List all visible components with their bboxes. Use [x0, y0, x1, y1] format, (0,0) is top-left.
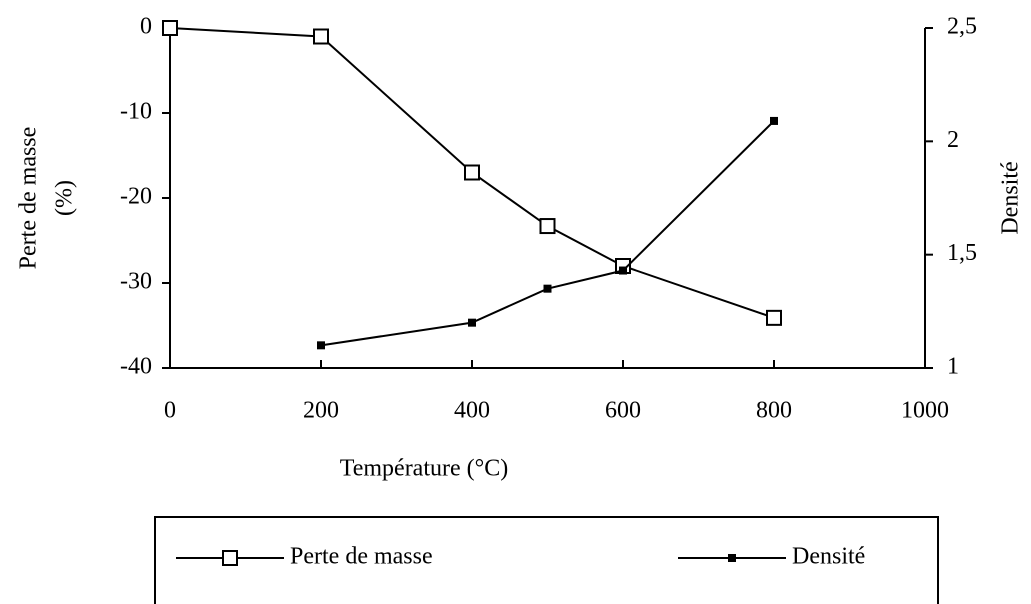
x-tick-label: 400 — [454, 398, 490, 424]
legend-marker — [728, 554, 736, 562]
y-tick-label: -10 — [120, 99, 152, 125]
x-tick-label: 200 — [303, 398, 339, 424]
marker — [539, 218, 556, 235]
x-tick-label: 800 — [756, 398, 792, 424]
y-tick-label: -30 — [120, 269, 152, 295]
marker — [543, 284, 552, 293]
marker — [464, 164, 480, 181]
y-tick-label: -40 — [120, 354, 152, 380]
marker — [619, 266, 627, 275]
y-tick-label: -20 — [120, 184, 152, 210]
y2-tick-label: 2 — [947, 127, 959, 153]
marker — [770, 116, 778, 125]
marker — [468, 318, 476, 327]
y-axis-label: (%) — [52, 180, 78, 216]
marker — [766, 309, 782, 326]
x-tick-label: 1000 — [901, 398, 949, 424]
y2-axis-label: Densité — [998, 161, 1024, 234]
y2-tick-label: 2,5 — [947, 14, 977, 40]
marker — [317, 341, 325, 350]
series-line — [169, 27, 775, 319]
y-axis-label: Perte de masse — [16, 127, 42, 270]
x-tick-label: 0 — [164, 398, 176, 424]
y-tick-label: 0 — [140, 14, 152, 40]
legend-label: Densité — [792, 544, 865, 570]
legend-label: Perte de masse — [290, 544, 433, 570]
legend-box — [154, 516, 939, 604]
axes — [169, 28, 926, 369]
x-axis-label: Température (°C) — [340, 456, 509, 482]
y2-tick-label: 1,5 — [947, 240, 977, 266]
legend-marker — [222, 550, 238, 566]
y2-tick-label: 1 — [947, 354, 959, 380]
marker — [313, 28, 329, 45]
marker — [162, 20, 178, 36]
x-tick-label: 600 — [605, 398, 641, 424]
